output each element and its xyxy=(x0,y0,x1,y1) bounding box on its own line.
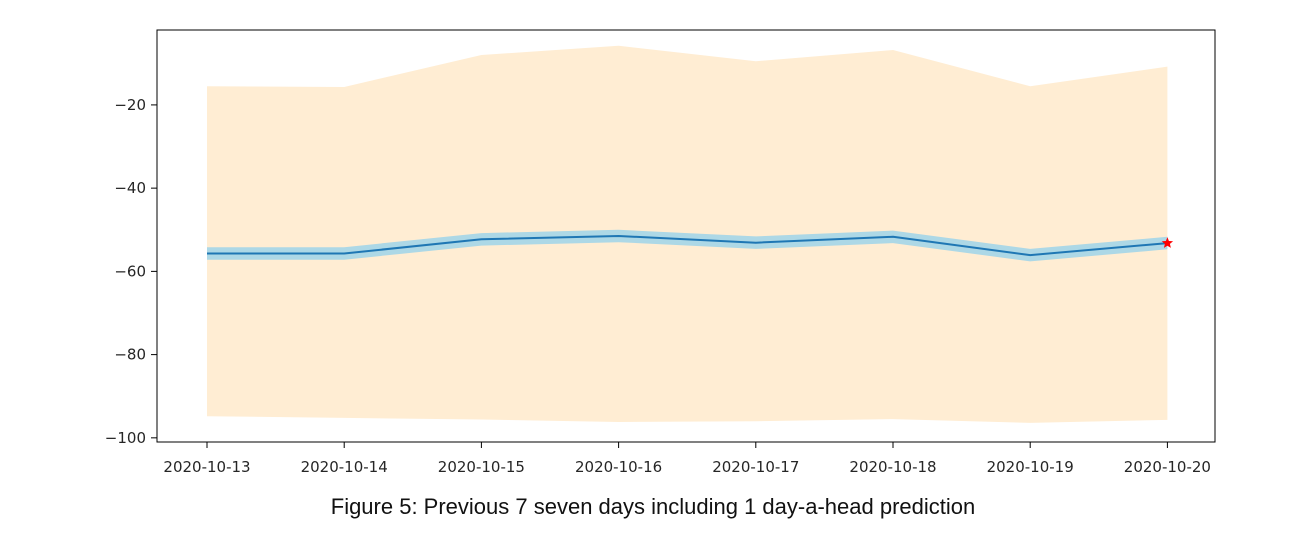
x-tick-label: 2020-10-16 xyxy=(575,458,662,476)
x-tick-label: 2020-10-20 xyxy=(1124,458,1211,476)
figure-caption: Figure 5: Previous 7 seven days includin… xyxy=(330,494,976,519)
y-tick-label: −20 xyxy=(114,96,146,114)
series-line-0 xyxy=(207,235,1168,257)
plot-area xyxy=(206,45,1174,423)
y-tick-label: −100 xyxy=(105,429,146,447)
x-tick-label: 2020-10-17 xyxy=(712,458,799,476)
x-tick-label: 2020-10-19 xyxy=(987,458,1074,476)
y-tick-label: −80 xyxy=(114,346,146,364)
x-tick-label: 2020-10-13 xyxy=(163,458,250,476)
y-tick-label: −60 xyxy=(114,262,146,280)
x-tick-label: 2020-10-14 xyxy=(301,458,388,476)
x-tick-label: 2020-10-18 xyxy=(849,458,936,476)
y-tick-label: −40 xyxy=(114,179,146,197)
prediction-star-marker xyxy=(1161,237,1174,248)
inner-confidence-band xyxy=(207,229,1168,262)
axis-ticks: 2020-10-13 2020-10-14 2020-10-15 2020-10-16… xyxy=(105,96,1211,476)
x-tick-label: 2020-10-15 xyxy=(438,458,525,476)
axes-frame xyxy=(156,29,1216,443)
